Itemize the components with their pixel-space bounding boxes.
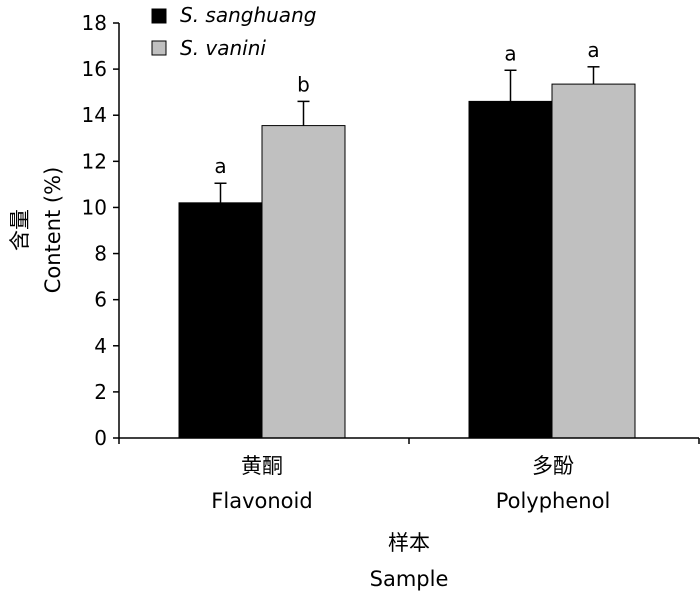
y-tick-label-16: 16 [82, 57, 107, 81]
y-axis-title: 含量 Content (%) [8, 167, 65, 294]
x-axis-title-en: Sample [370, 567, 449, 591]
significance-label-s-vanini-polyphenol: a [587, 38, 599, 62]
y-axis-title-zh: 含量 [8, 209, 32, 251]
legend-swatch-s-vanini [151, 40, 167, 56]
legend: S. sanghuang S. vanini [151, 3, 316, 60]
x-category-label-flavonoid-zh: 黄酮 [241, 454, 283, 478]
bar-s-sanghuang-polyphenol [468, 100, 553, 439]
x-category-label-flavonoid: Flavonoid [211, 489, 312, 513]
y-tick-label-10: 10 [82, 195, 107, 219]
y-tick-label-8: 8 [94, 242, 107, 266]
y-tick-label-12: 12 [82, 149, 107, 173]
significance-label-s-vanini-flavonoid: b [297, 72, 310, 96]
y-tick-label-2: 2 [94, 380, 107, 404]
significance-label-s-sanghuang-flavonoid: a [214, 154, 226, 178]
plot-area: a a b a 0 2 4 6 8 10 12 14 16 18 [82, 11, 700, 450]
x-axis-title: 样本 Sample [370, 531, 449, 591]
bar-s-vanini-polyphenol [551, 83, 636, 439]
x-axis-title-zh: 样本 [388, 531, 430, 555]
y-tick-label-0: 0 [94, 426, 107, 450]
y-tick-label-4: 4 [94, 334, 107, 358]
y-tick-label-6: 6 [94, 288, 107, 312]
bar-s-vanini-flavonoid [261, 125, 346, 439]
legend-label-s-vanini: S. vanini [180, 36, 266, 60]
significance-label-s-sanghuang-polyphenol: a [504, 41, 516, 65]
legend-swatch-s-sanghuang [151, 8, 167, 24]
y-tick-label-14: 14 [82, 103, 107, 127]
bar-s-sanghuang-flavonoid [178, 202, 263, 439]
x-category-label-polyphenol: Polyphenol [496, 489, 611, 513]
x-category-label-polyphenol-zh: 多酚 [532, 454, 574, 478]
x-category-labels: 黄酮 Flavonoid 多酚 Polyphenol [211, 454, 610, 513]
legend-label-s-sanghuang: S. sanghuang [180, 3, 316, 27]
y-tick-label-18: 18 [82, 11, 107, 35]
y-axis-title-en: Content (%) [41, 167, 65, 294]
